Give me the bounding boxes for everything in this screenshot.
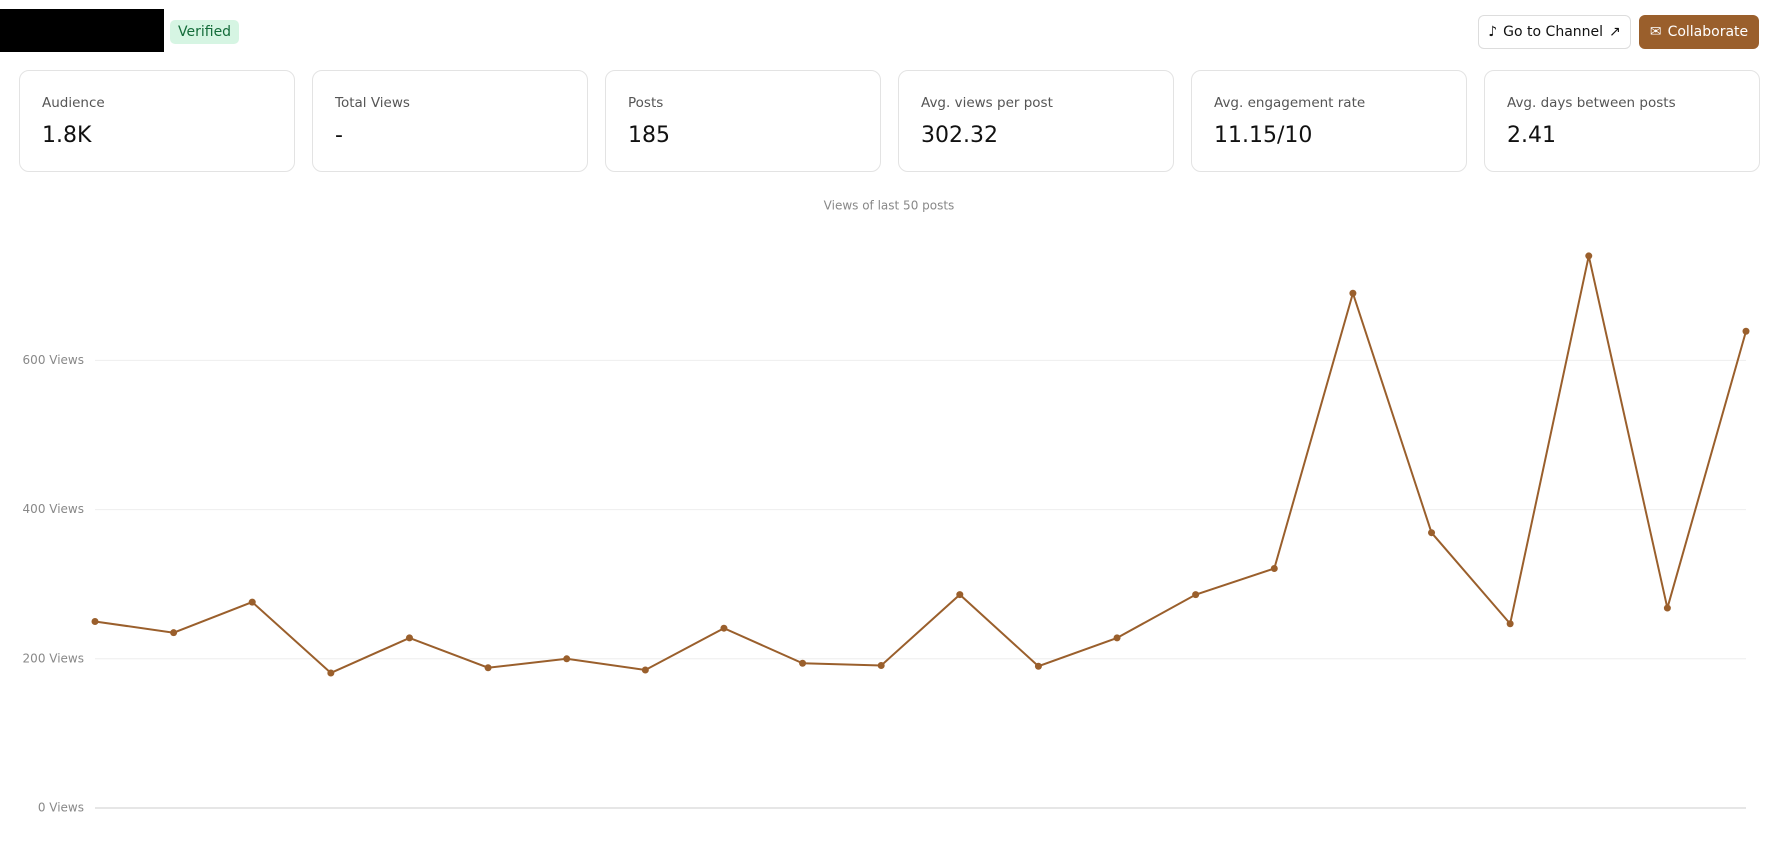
stat-card: Avg. days between posts 2.41 [1484,70,1760,172]
stat-label: Avg. views per post [921,95,1053,111]
stat-value: 302.32 [921,123,998,148]
stat-card: Posts 185 [605,70,881,172]
point [799,659,807,667]
y-tick-label: 0 Views [38,801,84,815]
chart-title: Views of last 50 posts [824,199,955,213]
stat-label: Avg. engagement rate [1214,95,1366,111]
point [1349,289,1357,297]
stat-label: Total Views [335,95,410,111]
point [1428,529,1436,537]
point [170,629,178,637]
stat-label: Audience [42,95,105,111]
stat-label: Posts [628,95,664,111]
y-tick-label: 600 Views [23,353,84,367]
y-tick-label: 200 Views [23,651,84,665]
redacted-name [0,9,164,52]
verified-badge: Verified [170,20,240,44]
point [405,634,413,642]
stat-value: 2.41 [1507,123,1556,148]
point [1270,565,1278,573]
point [1742,327,1750,335]
point [877,662,885,670]
point [327,669,335,677]
stat-card: Avg. views per post 302.32 [898,70,1174,172]
stat-label: Avg. days between posts [1507,95,1676,111]
stat-card: Audience 1.8K [19,70,295,172]
point [563,655,571,663]
chart: Views of last 50 posts 0 Views 200 Views 4… [23,199,1750,815]
point [720,624,728,632]
collaborate-button[interactable]: ✉ Collaborate [1639,15,1759,49]
stat-value: 185 [628,123,670,148]
line [94,255,1747,675]
point [91,617,99,625]
stat-card: Total Views - [312,70,588,172]
stat-value: 11.15/10 [1214,123,1313,148]
button-label: Collaborate [1667,24,1749,40]
point [1113,634,1121,642]
point [1663,604,1671,612]
point [248,598,256,606]
stat-card: Avg. engagement rate 11.15/10 [1191,70,1467,172]
point [484,664,492,672]
point [1192,591,1200,599]
point [641,666,649,674]
button-label: Go to Channel [1503,24,1604,40]
stat-value: - [335,123,343,148]
point [1585,252,1593,260]
stat-value: 1.8K [42,123,92,148]
point [956,591,964,599]
y-tick-label: 400 Views [23,502,84,516]
point [1506,620,1514,628]
go-to-channel-button[interactable]: ♪ Go to Channel ↗ [1478,15,1631,49]
point [1034,662,1042,670]
